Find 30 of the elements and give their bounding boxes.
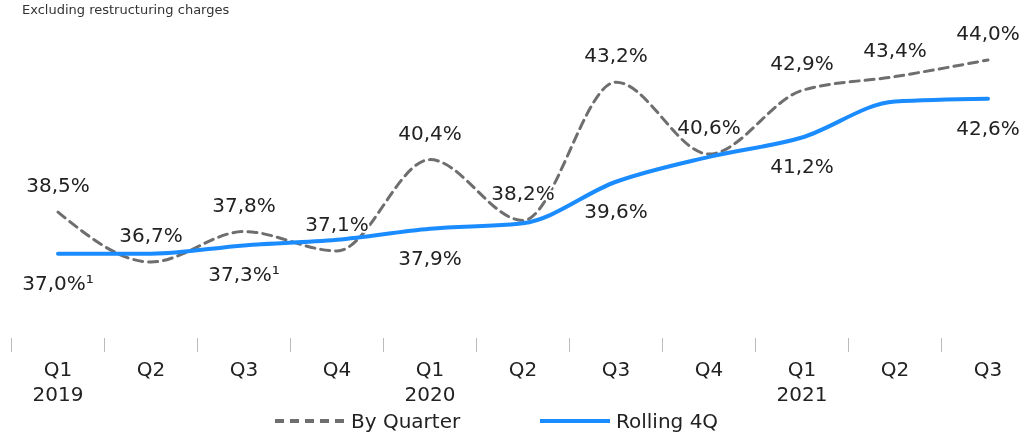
x-tick-label: Q1 2021 [776,357,828,406]
x-tick-label: Q3 [973,357,1003,381]
data-label: 40,4% [398,120,462,145]
chart-title: Excluding restructuring charges [22,2,230,17]
legend-label: By Quarter [351,409,461,433]
legend-label: Rolling 4Q [616,409,719,433]
data-label: 36,7% [119,223,183,247]
x-tick-label: Q2 [508,357,538,381]
data-label: 42,9% [770,51,834,76]
data-label: 38,5% [26,173,90,198]
x-tick-label: Q1 2020 [404,357,456,406]
x-tick-label: Q1 2019 [32,357,84,406]
data-label: 37,1% [305,211,369,236]
data-label: 41,2% [770,154,834,179]
x-tick-label: Q3 [229,357,259,381]
data-label: 44,0% [956,21,1020,45]
x-tick-label: Q3 [601,357,631,381]
data-label: 37,0%¹ [22,270,94,295]
data-label: 37,8% [212,192,276,217]
data-label: 43,4% [863,37,927,62]
data-label: 37,3%¹ [208,262,280,287]
data-label: 37,9% [398,245,462,270]
data-label: 39,6% [584,198,648,223]
x-tick-label: Q2 [880,357,910,381]
data-label: 43,2% [584,43,648,68]
data-label: 42,6% [956,115,1020,140]
x-tick-label: Q4 [322,357,352,381]
data-label: 40,6% [677,115,741,140]
x-tick-label: Q4 [694,357,724,381]
x-tick-label: Q2 [136,357,166,381]
